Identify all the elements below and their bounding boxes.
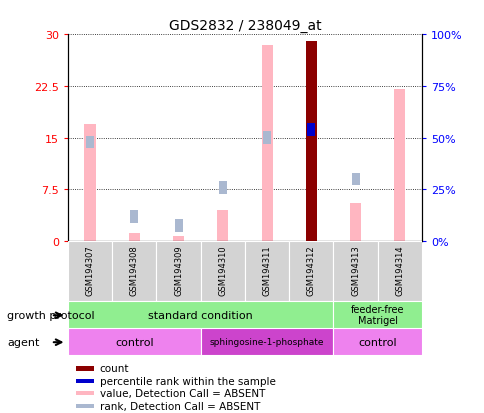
Bar — [76, 367, 93, 371]
Text: standard condition: standard condition — [148, 310, 253, 320]
Text: count: count — [100, 363, 129, 374]
Text: GSM194311: GSM194311 — [262, 244, 271, 295]
Bar — [156, 242, 200, 301]
Bar — [130, 211, 138, 223]
Text: feeder-free
Matrigel: feeder-free Matrigel — [350, 304, 404, 326]
Bar — [305, 42, 316, 242]
Bar — [244, 242, 288, 301]
Bar — [333, 242, 377, 301]
Text: growth protocol: growth protocol — [7, 310, 95, 320]
Bar — [333, 301, 421, 328]
Bar — [112, 242, 156, 301]
Bar — [173, 236, 184, 242]
Bar — [68, 242, 112, 301]
Bar — [349, 204, 361, 242]
Text: GSM194307: GSM194307 — [85, 244, 94, 295]
Text: GSM194314: GSM194314 — [394, 244, 404, 295]
Text: GSM194309: GSM194309 — [174, 244, 182, 295]
Text: sphingosine-1-phosphate: sphingosine-1-phosphate — [210, 337, 324, 346]
Bar — [307, 124, 315, 136]
Bar — [76, 404, 93, 408]
Bar — [351, 173, 359, 186]
Bar — [262, 132, 271, 145]
Bar — [68, 301, 333, 328]
Text: control: control — [358, 337, 396, 347]
Bar — [76, 392, 93, 396]
Bar — [128, 233, 139, 242]
Bar — [261, 45, 272, 242]
Text: GSM194312: GSM194312 — [306, 244, 315, 295]
Bar — [86, 136, 94, 149]
Text: rank, Detection Call = ABSENT: rank, Detection Call = ABSENT — [100, 401, 259, 411]
Text: GSM194313: GSM194313 — [350, 244, 359, 295]
Bar — [76, 379, 93, 383]
Bar — [288, 242, 333, 301]
Title: GDS2832 / 238049_at: GDS2832 / 238049_at — [168, 19, 320, 33]
Text: agent: agent — [7, 337, 40, 347]
Bar — [218, 182, 227, 194]
Bar — [377, 242, 421, 301]
Bar — [393, 90, 405, 242]
Text: GSM194308: GSM194308 — [130, 244, 138, 295]
Text: value, Detection Call = ABSENT: value, Detection Call = ABSENT — [100, 388, 265, 399]
Text: percentile rank within the sample: percentile rank within the sample — [100, 376, 275, 386]
Bar — [174, 220, 182, 232]
Text: GSM194310: GSM194310 — [218, 244, 227, 295]
Bar — [200, 328, 333, 355]
Bar — [68, 328, 200, 355]
Text: control: control — [115, 337, 153, 347]
Bar — [200, 242, 244, 301]
Bar — [333, 328, 421, 355]
Bar — [84, 125, 95, 242]
Bar — [217, 211, 228, 242]
